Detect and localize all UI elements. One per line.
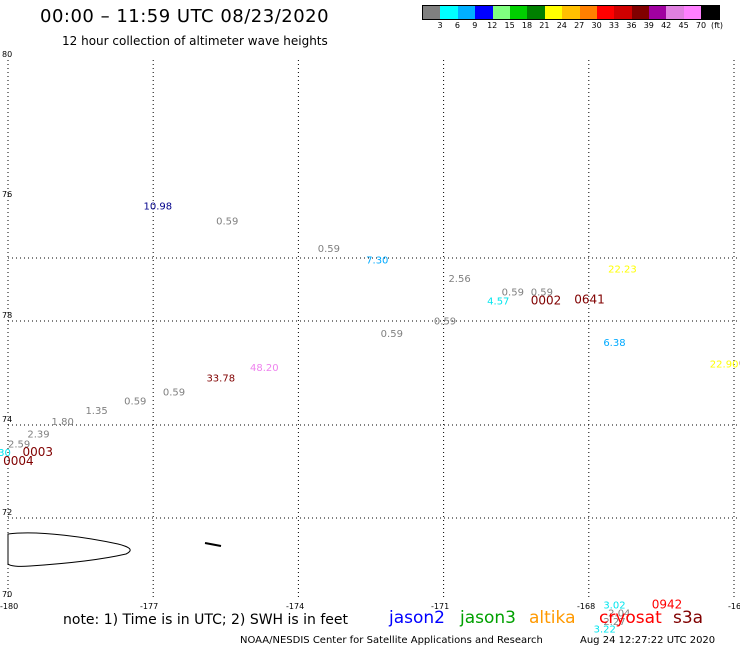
colorbar-swatch xyxy=(562,6,580,19)
map-gridlines xyxy=(7,60,740,600)
wave-height-label: 2.56 xyxy=(448,274,470,285)
colorbar-tick-label: 42 xyxy=(661,21,672,30)
credit-line: NOAA/NESDIS Center for Satellite Applica… xyxy=(240,635,543,646)
colorbar-swatch xyxy=(527,6,545,19)
latitude-tick-label: 74 xyxy=(2,415,12,424)
observation-labels: 10.980.590.597.302.5622.2311.103.00.590.… xyxy=(0,201,740,636)
land-mass xyxy=(7,532,131,567)
wave-height-label: 1.35 xyxy=(85,406,107,417)
colorbar-swatch xyxy=(509,6,528,19)
wave-height-label: 3.02 xyxy=(603,600,625,611)
colorbar-swatch xyxy=(457,6,476,19)
pass-time-label: 0004 xyxy=(3,454,34,468)
latitude-tick-label: 70 xyxy=(2,590,12,599)
colorbar-tick-label: 6 xyxy=(454,21,460,30)
wave-height-label: 4.57 xyxy=(487,297,509,308)
wave-height-label: 0.59 xyxy=(531,287,553,298)
colorbar-tick-label: 45 xyxy=(678,21,689,30)
colorbar-tick-label: 18 xyxy=(521,21,533,30)
wave-height-label: 2.27 xyxy=(603,617,625,628)
wave-height-label: 0.59 xyxy=(434,317,456,328)
wave-height-label: 3.30 xyxy=(0,448,11,459)
colorbar-swatch xyxy=(423,6,441,19)
pass-time-label: 064 xyxy=(739,357,740,371)
colorbar-swatch xyxy=(544,6,563,19)
colorbar-tick-label: 12 xyxy=(487,21,498,30)
wave-height-label: 0.59 xyxy=(216,216,238,227)
wave-height-label: 2.39 xyxy=(27,429,49,440)
colorbar-tick-label: 27 xyxy=(574,21,585,30)
wave-height-label: 0.59 xyxy=(163,387,185,398)
colorbar-tick-label: 3 xyxy=(437,21,443,30)
longitude-tick-label: -174 xyxy=(286,602,304,611)
latitude-tick-label: 72 xyxy=(2,508,12,517)
colorbar-swatch xyxy=(631,6,650,19)
longitude-tick-label: -180 xyxy=(0,602,18,611)
colorbar-tick-label: 24 xyxy=(556,21,567,30)
colorbar-swatch xyxy=(579,6,597,19)
colorbar-tick-label: 36 xyxy=(626,21,637,30)
wave-height-label: 2.04 xyxy=(608,609,630,620)
colorbar-tick-label: 30 xyxy=(591,21,602,30)
wave-height-label: 6.38 xyxy=(603,338,625,349)
pass-time-label: 0641 xyxy=(574,292,605,306)
colorbar-swatch xyxy=(666,6,684,19)
colorbar-swatch xyxy=(596,6,615,19)
legend-item-s3a: s3a xyxy=(673,608,704,628)
colorbar-tick-label: 9 xyxy=(472,21,478,30)
colorbar-swatch xyxy=(649,6,667,19)
wave-height-label: 1.80 xyxy=(52,417,74,428)
timestamp: Aug 24 12:27:22 UTC 2020 xyxy=(580,635,716,646)
colorbar-tick-label: 21 xyxy=(539,21,550,30)
colorbar-swatch xyxy=(683,6,702,19)
latitude-tick-label: 76 xyxy=(2,190,12,199)
wave-height-label: 11.10 xyxy=(739,239,740,250)
map-title: 00:00 – 11:59 UTC 08/23/2020 xyxy=(40,6,330,27)
colorbar-swatch xyxy=(475,6,493,19)
wave-height-label: 22.90 xyxy=(710,360,739,371)
wave-height-label: 2.59 xyxy=(8,439,30,450)
coastline xyxy=(7,532,222,567)
longitude-tick-label: -168 xyxy=(577,602,595,611)
legend-item-cryosat: cryosat xyxy=(599,608,662,628)
wave-height-colorbar xyxy=(422,5,720,20)
colorbar-swatch xyxy=(492,6,510,19)
wave-height-label: 48.20 xyxy=(250,363,279,374)
wave-height-label: 10.98 xyxy=(144,201,173,212)
legend-item-altika: altika xyxy=(529,608,576,628)
colorbar-swatch xyxy=(614,6,632,19)
island xyxy=(204,542,222,547)
legend-item-jason2: jason2 xyxy=(389,608,445,628)
wave-height-label: 0.59 xyxy=(124,397,146,408)
wave-height-label: 22.23 xyxy=(608,265,637,276)
wave-height-label: 0.59 xyxy=(381,329,403,340)
colorbar-unit: (ft) xyxy=(711,21,724,30)
wave-height-label: 0.59 xyxy=(318,244,340,255)
colorbar-swatch xyxy=(440,6,458,19)
longitude-tick-label: -171 xyxy=(431,602,449,611)
longitude-tick-label: -177 xyxy=(140,602,158,611)
longitude-tick-label: -16 xyxy=(728,602,740,611)
axis-tick-labels: 80 76 78 74 72 70 -180 -177 -174 -171 -168 -16 xyxy=(0,50,740,611)
pass-time-label: 0003 xyxy=(23,445,54,459)
colorbar-tick-label: 15 xyxy=(504,21,515,30)
legend-item-jason3: jason3 xyxy=(460,608,516,628)
latitude-tick-label: 80 xyxy=(2,50,12,59)
wave-height-label: 7.30 xyxy=(366,255,388,266)
latitude-tick-label: 78 xyxy=(2,311,12,320)
wave-height-label: 0.59 xyxy=(502,287,524,298)
colorbar-tick-label: 33 xyxy=(608,21,620,30)
colorbar-tick-label: 70 xyxy=(695,21,707,30)
map-subtitle: 12 hour collection of altimeter wave hei… xyxy=(62,34,328,48)
wave-height-label: 3.22 xyxy=(594,625,616,636)
colorbar-swatch xyxy=(701,6,719,19)
wave-height-label: 33.78 xyxy=(206,373,235,384)
footer-note: note: 1) Time is in UTC; 2) SWH is in fe… xyxy=(63,612,349,628)
colorbar-tick-label: 39 xyxy=(643,21,654,30)
pass-time-label: 0002 xyxy=(531,294,562,308)
pass-time-label: 0942 xyxy=(652,597,683,611)
